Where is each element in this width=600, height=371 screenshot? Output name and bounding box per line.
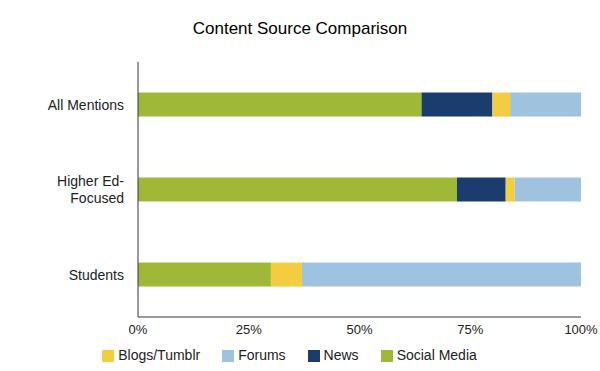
html-text:News: News	[323, 347, 359, 363]
html-text:Blogs/Tumblr: Blogs/Tumblr	[118, 347, 201, 363]
svg-text:25%: 25%	[236, 322, 262, 337]
svg-text:Students: Students	[69, 267, 124, 283]
svg-text:100%: 100%	[564, 322, 592, 337]
svg-text:75%: 75%	[457, 322, 483, 337]
svg-text:50%: 50%	[346, 322, 372, 337]
svg-text:Higher Ed-Focused: Higher Ed-Focused	[57, 173, 124, 206]
svg-text:0%: 0%	[129, 322, 148, 337]
html-text:Forums: Forums	[238, 347, 286, 363]
html-text:Content Source Comparison: Content Source Comparison	[192, 19, 408, 38]
svg-text:All Mentions: All Mentions	[48, 97, 124, 113]
html-text:Social Media: Social Media	[396, 347, 477, 363]
